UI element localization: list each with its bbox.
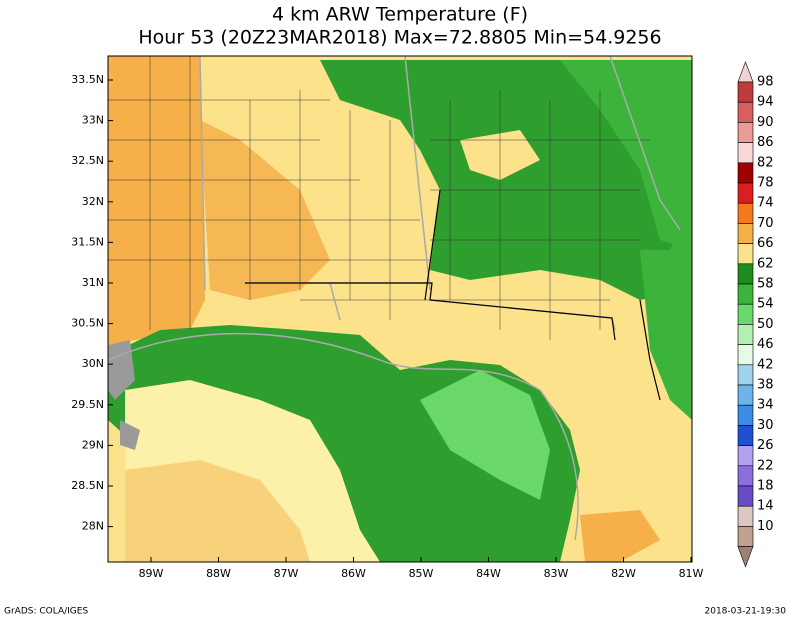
lat-label: 31.5N <box>71 235 104 248</box>
map-frame <box>107 55 693 563</box>
colorbar-cell <box>737 223 754 244</box>
lat-label: 28.5N <box>71 479 104 492</box>
lat-label: 29.5N <box>71 398 104 411</box>
colorbar-label: 46 <box>757 337 774 352</box>
colorbar-label: 74 <box>757 196 774 211</box>
lat-label: 29N <box>82 438 104 451</box>
colorbar-cell <box>737 162 754 184</box>
lon-label: 83W <box>544 567 569 580</box>
lat-label: 32N <box>82 195 104 208</box>
colorbar-label: 22 <box>757 458 774 473</box>
lon-axis: 89W 88W 87W 86W 85W 84W 83W 82W 81W <box>139 557 704 580</box>
footer-right: 2018-03-21-19:30 <box>705 607 787 617</box>
colorbar-cell <box>737 81 754 103</box>
colorbar-cell <box>737 526 754 547</box>
lat-label: 30.5N <box>71 317 104 330</box>
colorbar-label: 62 <box>757 256 774 271</box>
colorbar-label: 26 <box>757 438 774 453</box>
colorbar-label: 98 <box>757 75 774 90</box>
lat-label: 28N <box>82 520 104 533</box>
lon-label: 81W <box>679 567 704 580</box>
footer-left: GrADS: COLA/IGES <box>4 607 88 617</box>
colorbar-cell <box>737 122 754 143</box>
colorbar-label: 50 <box>757 317 774 332</box>
colorbar-cell <box>737 303 754 325</box>
colorbar-cell <box>737 344 754 366</box>
colorbar-label: 78 <box>757 176 774 191</box>
colorbar-cell <box>737 283 754 305</box>
colorbar-cell <box>737 182 754 204</box>
lon-label: 87W <box>274 567 299 580</box>
colorbar-cell <box>737 101 754 123</box>
lat-label: 31N <box>82 276 104 289</box>
colorbar-cell <box>737 142 754 164</box>
colorbar-cell <box>737 425 754 446</box>
lon-label: 89W <box>139 567 164 580</box>
colorbar-cap <box>737 546 754 568</box>
colorbar-label: 18 <box>757 479 774 494</box>
colorbar-label: 82 <box>757 155 774 170</box>
colorbar-cell <box>737 445 754 467</box>
colorbar-cap <box>737 60 754 83</box>
colorbar-cell <box>737 505 754 527</box>
colorbar-cell <box>737 202 754 224</box>
colorbar-label: 94 <box>757 95 774 110</box>
subtitle: Hour 53 (20Z23MAR2018) Max=72.8805 Min=5… <box>138 27 661 49</box>
colorbar-cell <box>737 465 754 487</box>
lat-axis: 33.5N 33N 32.5N 32N 31.5N 31N 30.5N 30N 29.5N 29N… <box>71 73 113 533</box>
colorbar-label: 54 <box>757 297 774 312</box>
colorbar-label: 10 <box>757 519 774 534</box>
colorbar-label: 38 <box>757 378 774 393</box>
colorbar-label: 30 <box>757 418 774 433</box>
colorbar-label: 86 <box>757 135 774 150</box>
colorbar-cell <box>737 384 754 406</box>
colorbar-cell <box>737 364 754 386</box>
lon-label: 82W <box>611 567 636 580</box>
title: 4 km ARW Temperature (F) <box>272 4 528 26</box>
colorbar: 98 94 90 86 82 78 74 70 66 62 58 54 50 46 42 38 34 30 26 22… <box>737 60 774 568</box>
lon-label: 84W <box>476 567 501 580</box>
map-field <box>107 55 692 562</box>
lon-label: 88W <box>206 567 231 580</box>
colorbar-cell <box>737 324 754 345</box>
lon-label: 85W <box>409 567 434 580</box>
lat-label: 32.5N <box>71 154 104 167</box>
lat-label: 30N <box>82 357 104 370</box>
colorbar-label: 58 <box>757 277 774 292</box>
colorbar-label: 90 <box>757 115 774 130</box>
colorbar-label: 70 <box>757 216 774 231</box>
colorbar-label: 34 <box>757 398 774 413</box>
colorbar-label: 66 <box>757 236 774 251</box>
colorbar-cell <box>737 243 754 265</box>
colorbar-label: 42 <box>757 357 774 372</box>
lat-label: 33.5N <box>71 73 104 86</box>
colorbar-cell <box>737 263 754 285</box>
lon-label: 86W <box>341 567 366 580</box>
colorbar-cell <box>737 485 754 507</box>
colorbar-label: 14 <box>757 499 774 514</box>
colorbar-cell <box>737 404 754 426</box>
lat-label: 33N <box>82 114 104 127</box>
